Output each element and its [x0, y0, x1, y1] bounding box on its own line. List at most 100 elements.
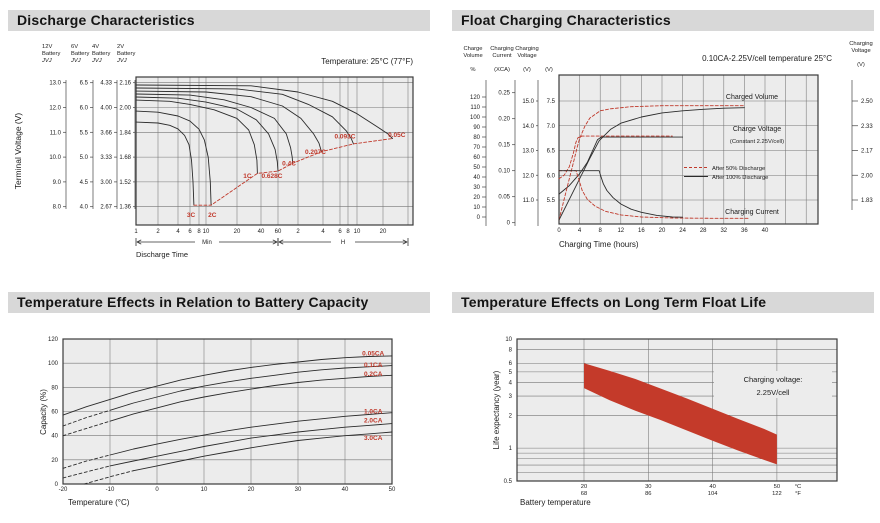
x-tick-label: 30	[295, 487, 302, 493]
plot-frame	[135, 76, 414, 226]
x-tick-label: 2	[296, 229, 300, 235]
life-expectancy-band	[584, 363, 777, 465]
temperature-note: Temperature: 25°C (77°F)	[321, 57, 413, 66]
scale-tick-label: 0.05	[498, 195, 510, 201]
scale-tick-label: 4.0	[80, 205, 89, 211]
scale-tick-label: 70	[473, 145, 480, 151]
y-axis-title: Terminal Voltage (V)	[13, 113, 23, 190]
scale-title: Charging	[515, 46, 539, 52]
y-tick-label: 60	[51, 410, 58, 416]
y-tick-label: 3	[509, 394, 513, 400]
scale-tick-label: 0	[477, 215, 481, 221]
discharge-curve-0.093C	[135, 87, 354, 145]
scale-tick-label: 3.00	[100, 180, 112, 186]
annotation-charge-voltage: Charge Voltage	[733, 126, 781, 133]
scale-unit: (XCA)	[494, 67, 510, 73]
capacity-curve-2.0CA	[109, 423, 393, 467]
scale-title: 12V	[42, 44, 52, 50]
scale-tick-label: 9.0	[53, 180, 62, 186]
scale-tick-label: 5.0	[80, 155, 89, 161]
y-tick-label: 100	[48, 361, 59, 367]
scale-unit: %	[470, 67, 475, 73]
scale-tick-label: 90	[473, 125, 480, 131]
x-tick-label-c: 50	[774, 484, 780, 490]
scale-tick-label: 12.0	[522, 173, 534, 179]
scale-tick-label: 10.0	[49, 155, 61, 161]
arrowhead	[272, 239, 278, 245]
rate-label: 2.0CA	[364, 418, 383, 425]
scale-tick-label: 15.0	[522, 99, 534, 105]
capacity-curve-0.2CA-dashed	[62, 420, 111, 437]
scale-tick-label: 2.67	[100, 205, 112, 211]
y-tick-label: 2	[509, 413, 513, 419]
section-header-temp-capacity: Temperature Effects in Relation to Batte…	[8, 292, 430, 313]
x-tick-label: 50	[389, 487, 396, 493]
scale-tick-label: 13.0	[49, 81, 61, 87]
x-tick-label: 2	[156, 229, 160, 235]
x-axis-title: Temperature (°C)	[68, 498, 130, 507]
range-label: Min	[202, 240, 212, 246]
rate-label: 0.4C	[282, 161, 296, 168]
x-tick-label-f: 68	[581, 491, 587, 497]
annotation-charged-volume: Charged Volume	[726, 94, 778, 101]
y-tick-label: 4	[509, 380, 513, 386]
scale-tick-label: 6.0	[547, 173, 556, 179]
scale-title: JVJ	[41, 58, 52, 64]
capacity-curve-3.0CA	[133, 431, 393, 472]
scale-tick-label: 3.66	[100, 130, 112, 136]
y-tick-label: 80	[51, 385, 58, 391]
x-tick-label: 40	[258, 229, 265, 235]
y-tick-label: 0	[55, 482, 59, 488]
scale-title: JVJ	[70, 58, 81, 64]
scale-title: Charge	[463, 46, 482, 52]
plot-frame	[516, 338, 838, 482]
scale-tick-label: 10	[473, 205, 480, 211]
x-tick-label-f: 86	[645, 491, 651, 497]
charging-current-after-100	[558, 170, 684, 218]
x-tick-label: 20	[234, 229, 241, 235]
scale-tick-label: 120	[470, 95, 481, 101]
x-tick-label: 60	[275, 229, 282, 235]
y-axis-title: Life expectancy (year)	[492, 370, 501, 449]
y-tick-label: 20	[51, 458, 58, 464]
x-tick-label: 4	[578, 228, 582, 234]
x-unit-f: °F	[795, 491, 801, 497]
scale-tick-label: 0.10	[498, 169, 510, 175]
y-axis-title: Capacity (%)	[39, 389, 48, 435]
scale-tick-label: 40	[473, 175, 480, 181]
y-tick-label: 6	[509, 361, 513, 367]
scale-tick-label: 6.0	[80, 106, 89, 112]
scale-title: 2V	[117, 44, 124, 50]
discharge-curve-0.628C	[135, 96, 279, 172]
scale-tick-label: 50	[473, 165, 480, 171]
x-tick-label-f: 104	[708, 491, 718, 497]
x-axis-title: Battery temperature	[520, 498, 591, 507]
rate-label: 3.0CA	[364, 435, 383, 442]
discharge-curve-0.4C	[135, 93, 294, 164]
scale-tick-label: 2.00	[861, 173, 873, 179]
scale-tick-label: 5.5	[80, 130, 89, 136]
scale-tick-label: 2.50	[861, 99, 873, 105]
y-tick-label: 10	[505, 337, 512, 343]
scale-tick-label: 1.83	[861, 198, 873, 204]
x-tick-label: 8	[599, 228, 603, 234]
scale-tick-label: 80	[473, 135, 480, 141]
discharge-curve-3C	[135, 121, 195, 206]
plot-frame	[558, 74, 819, 225]
x-tick-label: 0	[155, 487, 159, 493]
rate-label: 1C	[243, 173, 252, 180]
section-header-float-charging: Float Charging Characteristics	[452, 10, 874, 31]
legend-label: After 50% Discharge	[712, 166, 765, 172]
scale-title: Battery	[71, 51, 89, 57]
charged-volume-after-100	[558, 107, 745, 221]
capacity-curve-2.0CA-dashed	[62, 465, 111, 479]
scale-tick-label: 6.5	[80, 81, 89, 87]
x-tick-label: 28	[700, 228, 707, 234]
section-header-discharge: Discharge Characteristics	[8, 10, 430, 31]
discharge-curve-2C	[135, 110, 212, 206]
x-tick-label: 40	[762, 228, 769, 234]
rate-label: 0.1CA	[364, 362, 383, 369]
section-header-float-life: Temperature Effects on Long Term Float L…	[452, 292, 874, 313]
arrowhead	[402, 239, 408, 245]
